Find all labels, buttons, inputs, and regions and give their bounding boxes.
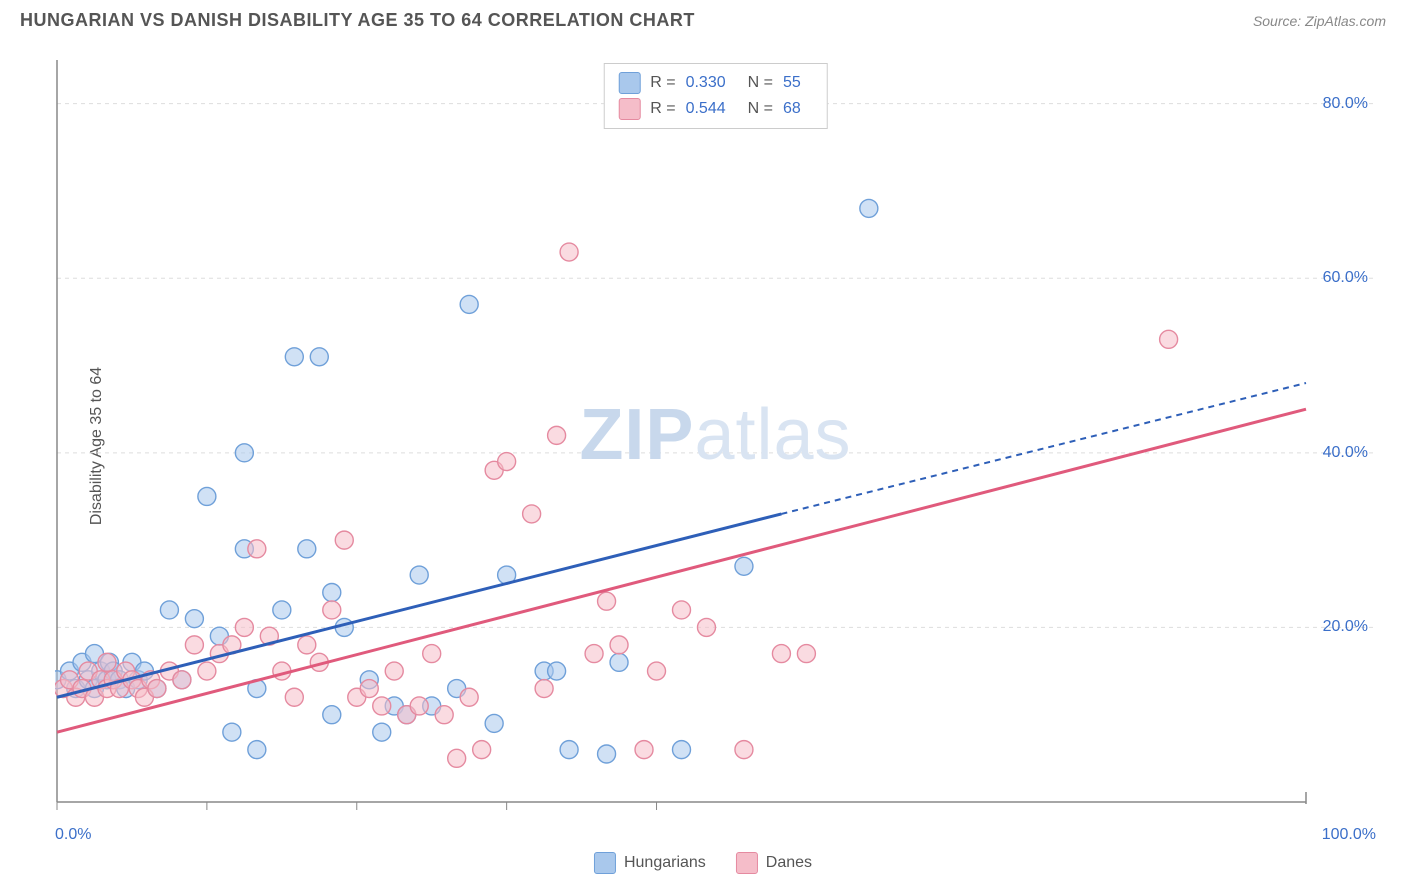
n-value-hungarians: 55: [783, 74, 801, 92]
watermark: ZIPatlas: [579, 393, 851, 475]
r-label: R =: [650, 100, 675, 118]
x-axis-min-label: 0.0%: [55, 826, 91, 844]
r-label: R =: [650, 74, 675, 92]
swatch-hungarians: [594, 852, 616, 874]
n-value-danes: 68: [783, 100, 801, 118]
legend-label-hungarians: Hungarians: [624, 854, 706, 872]
n-label: N =: [748, 74, 773, 92]
swatch-danes: [618, 98, 640, 120]
x-axis-max-label: 100.0%: [1322, 826, 1376, 844]
stats-row-hungarians: R = 0.330 N = 55: [618, 70, 813, 96]
swatch-danes: [736, 852, 758, 874]
y-tick-label: 80.0%: [1323, 95, 1368, 113]
legend-label-danes: Danes: [766, 854, 812, 872]
y-tick-label: 20.0%: [1323, 618, 1368, 636]
chart-title: HUNGARIAN VS DANISH DISABILITY AGE 35 TO…: [20, 10, 695, 31]
swatch-hungarians: [618, 72, 640, 94]
legend-item-danes: Danes: [736, 852, 812, 874]
series-legend: Hungarians Danes: [594, 852, 812, 874]
r-value-hungarians: 0.330: [686, 74, 726, 92]
n-label: N =: [748, 100, 773, 118]
legend-item-hungarians: Hungarians: [594, 852, 706, 874]
source-attribution: Source: ZipAtlas.com: [1253, 13, 1386, 29]
correlation-stats-legend: R = 0.330 N = 55 R = 0.544 N = 68: [603, 63, 828, 129]
stats-row-danes: R = 0.544 N = 68: [618, 96, 813, 122]
y-tick-label: 40.0%: [1323, 444, 1368, 462]
chart-plot-area: R = 0.330 N = 55 R = 0.544 N = 68 ZIPatl…: [55, 55, 1376, 822]
r-value-danes: 0.544: [686, 100, 726, 118]
y-tick-label: 60.0%: [1323, 269, 1368, 287]
